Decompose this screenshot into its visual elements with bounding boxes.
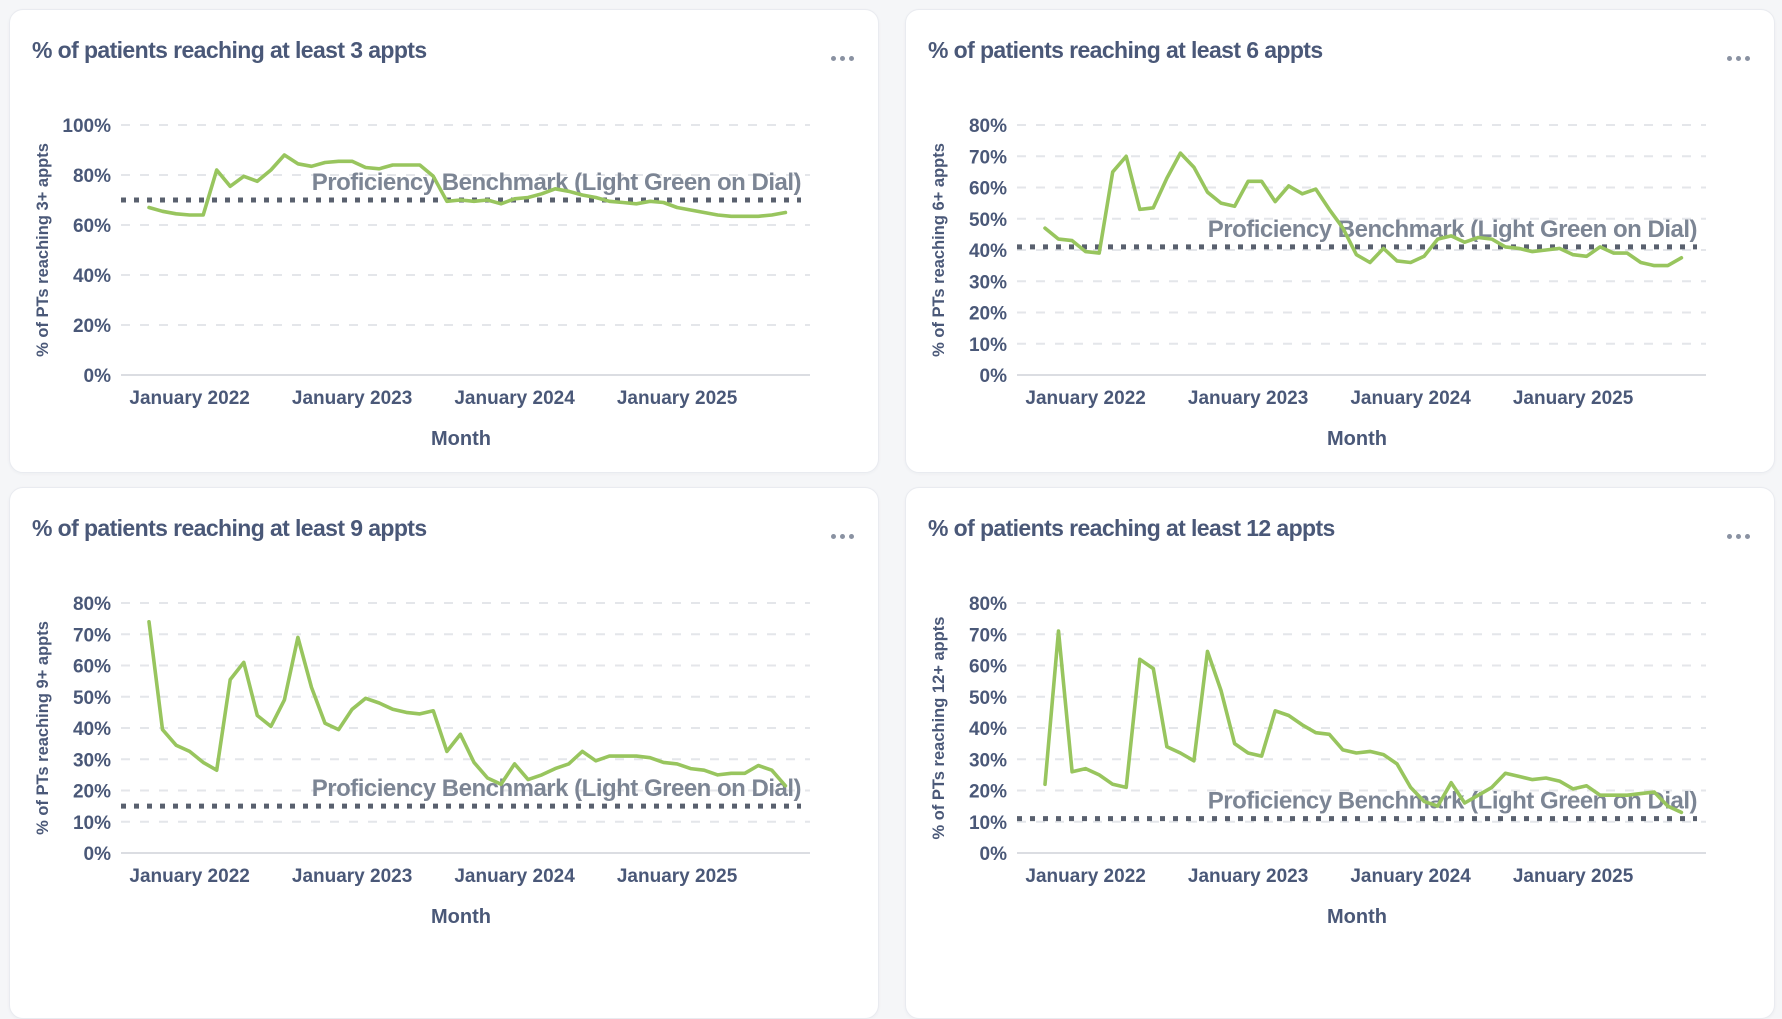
- ellipsis-menu-icon: [1727, 56, 1732, 62]
- trend-line: [147, 153, 788, 219]
- chart-title: % of patients reaching at least 6 appts: [928, 37, 1323, 63]
- x-tick-label: January 2024: [1350, 388, 1471, 409]
- card-menu-button[interactable]: [1717, 524, 1756, 546]
- y-tick-label: 80%: [969, 116, 1007, 137]
- line-chart: 0% 10% 20% 30% 40% 50% 60% 70% 80% January 2022 Ja…: [34, 594, 810, 928]
- trend-line: [147, 619, 788, 788]
- y-tick-label: 70%: [73, 625, 111, 646]
- x-tick-label: January 2025: [1513, 866, 1634, 887]
- chart-card-3-appts: % of patients reaching at least 3 appts …: [9, 9, 879, 473]
- y-tick-label: 0%: [84, 366, 112, 387]
- x-axis-title: Month: [431, 428, 491, 450]
- ellipsis-menu-icon: [1727, 534, 1732, 540]
- line-chart: 0% 10% 20% 30% 40% 50% 60% 70% 80% January 2022 Ja…: [930, 594, 1706, 928]
- y-tick-label: 0%: [980, 366, 1008, 387]
- x-tick-label: January 2024: [1350, 866, 1471, 887]
- x-tick-label: January 2025: [1513, 388, 1634, 409]
- y-tick-label: 100%: [62, 116, 111, 137]
- y-tick-label: 20%: [73, 782, 111, 803]
- y-tick-label: 0%: [84, 844, 112, 865]
- y-tick-label: 40%: [73, 719, 111, 740]
- trend-line: [1043, 629, 1684, 815]
- chart-area-6-appts: 0% 10% 20% 30% 40% 50% 60% 70% 80% January 2022 Ja…: [906, 98, 1774, 462]
- chart-card-9-appts: % of patients reaching at least 9 appts …: [9, 487, 879, 1019]
- chart-area-12-appts: 0% 10% 20% 30% 40% 50% 60% 70% 80% January 2022 Ja…: [906, 576, 1774, 940]
- chart-title: % of patients reaching at least 3 appts: [32, 37, 427, 63]
- y-tick-label: 60%: [969, 657, 1007, 678]
- x-tick-label: January 2022: [129, 866, 249, 887]
- y-tick-label: 0%: [980, 844, 1008, 865]
- x-tick-label: January 2024: [454, 388, 575, 409]
- chart-title: % of patients reaching at least 12 appts: [928, 515, 1335, 541]
- ellipsis-menu-icon: [831, 56, 836, 62]
- x-axis-title: Month: [1327, 906, 1387, 928]
- x-tick-label: January 2024: [454, 866, 575, 887]
- y-tick-label: 20%: [73, 316, 111, 337]
- y-axis-title: % of PTs reaching 3+ appts: [34, 143, 52, 357]
- benchmark-label: Proficiency Benchmark (Light Green on Di…: [1208, 788, 1697, 815]
- benchmark-label: Proficiency Benchmark (Light Green on Di…: [312, 169, 801, 196]
- y-axis-title: % of PTs reaching 12+ appts: [930, 617, 948, 840]
- y-tick-label: 60%: [969, 179, 1007, 200]
- y-tick-label: 70%: [969, 147, 1007, 168]
- y-tick-label: 10%: [969, 335, 1007, 356]
- x-tick-label: January 2023: [1188, 388, 1308, 409]
- y-tick-label: 20%: [969, 304, 1007, 325]
- x-axis-title: Month: [1327, 428, 1387, 450]
- y-tick-label: 60%: [73, 657, 111, 678]
- y-tick-label: 10%: [969, 813, 1007, 834]
- y-tick-label: 80%: [73, 594, 111, 615]
- x-tick-label: January 2025: [617, 866, 738, 887]
- chart-area-9-appts: 0% 10% 20% 30% 40% 50% 60% 70% 80% January 2022 Ja…: [10, 576, 878, 940]
- x-tick-label: January 2022: [129, 388, 249, 409]
- y-tick-label: 40%: [73, 266, 111, 287]
- benchmark-label: Proficiency Benchmark (Light Green on Di…: [312, 775, 801, 802]
- benchmark-label: Proficiency Benchmark (Light Green on Di…: [1208, 216, 1697, 243]
- card-menu-button[interactable]: [821, 46, 860, 68]
- x-tick-label: January 2023: [292, 866, 412, 887]
- x-tick-label: January 2025: [617, 388, 738, 409]
- chart-card-12-appts: % of patients reaching at least 12 appts…: [905, 487, 1775, 1019]
- x-axis-title: Month: [431, 906, 491, 928]
- chart-area-3-appts: 0% 20% 40% 60% 80% 100% January 2022 January 20…: [10, 98, 878, 462]
- y-tick-label: 80%: [969, 594, 1007, 615]
- trend-line: [1043, 151, 1684, 268]
- y-tick-label: 60%: [73, 216, 111, 237]
- y-tick-label: 10%: [73, 813, 111, 834]
- y-axis-title: % of PTs reaching 6+ appts: [930, 143, 948, 357]
- y-tick-label: 50%: [73, 688, 111, 709]
- y-tick-label: 20%: [969, 782, 1007, 803]
- x-tick-label: January 2023: [1188, 866, 1308, 887]
- x-tick-label: January 2022: [1025, 388, 1145, 409]
- y-tick-label: 80%: [73, 166, 111, 187]
- y-tick-label: 70%: [969, 625, 1007, 646]
- y-tick-label: 30%: [969, 750, 1007, 771]
- chart-card-6-appts: % of patients reaching at least 6 appts …: [905, 9, 1775, 473]
- card-menu-button[interactable]: [1717, 46, 1756, 68]
- y-tick-label: 50%: [969, 688, 1007, 709]
- card-menu-button[interactable]: [821, 524, 860, 546]
- y-tick-label: 50%: [969, 210, 1007, 231]
- y-tick-label: 30%: [969, 272, 1007, 293]
- ellipsis-menu-icon: [831, 534, 836, 540]
- line-chart: 0% 10% 20% 30% 40% 50% 60% 70% 80% January 2022 Ja…: [930, 116, 1706, 450]
- x-tick-label: January 2023: [292, 388, 412, 409]
- line-chart: 0% 20% 40% 60% 80% 100% January 2022 January 20…: [34, 116, 810, 450]
- chart-title: % of patients reaching at least 9 appts: [32, 515, 427, 541]
- y-tick-label: 40%: [969, 719, 1007, 740]
- y-tick-label: 40%: [969, 241, 1007, 262]
- y-axis-title: % of PTs reaching 9+ appts: [34, 621, 52, 835]
- y-tick-label: 30%: [73, 750, 111, 771]
- x-tick-label: January 2022: [1025, 866, 1145, 887]
